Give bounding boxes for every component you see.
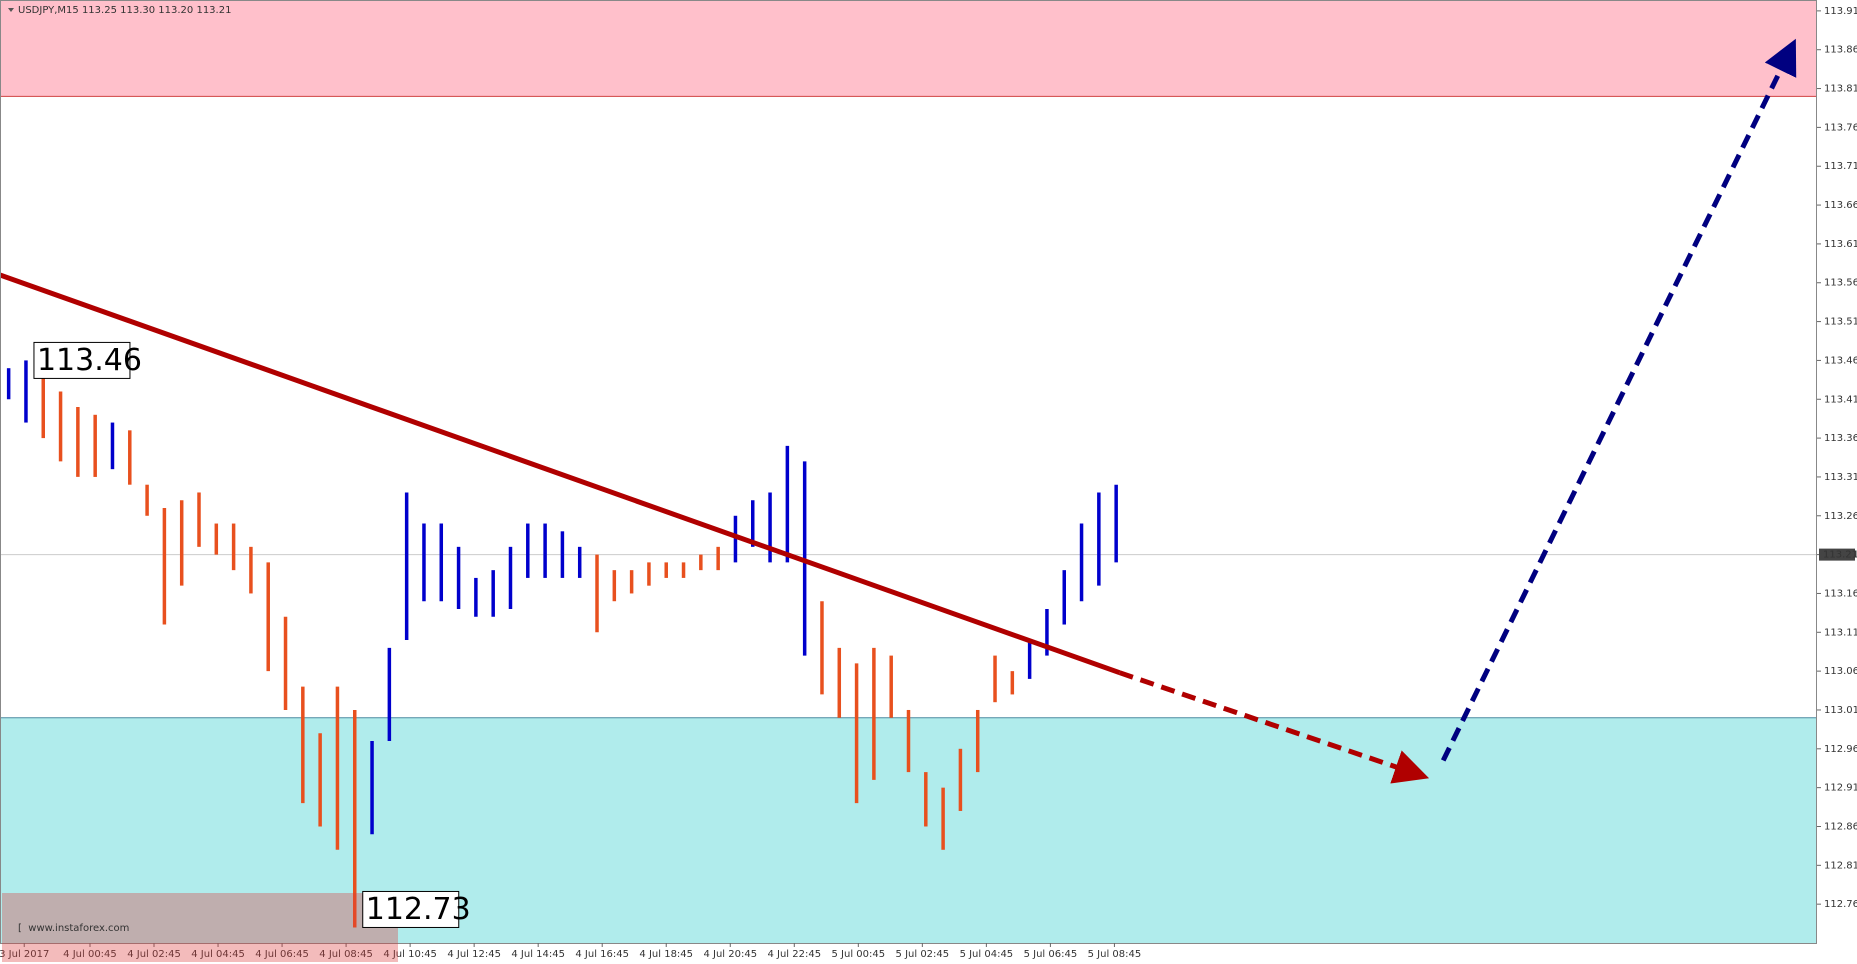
x-tick-label: 4 Jul 12:45 [447, 949, 501, 960]
x-tick-label: 5 Jul 06:45 [1024, 949, 1078, 960]
y-tick-label: 113.41 [1824, 394, 1857, 405]
x-tick-label: 4 Jul 08:45 [319, 949, 373, 960]
y-tick-label: 113.26 [1824, 511, 1857, 522]
menu-triangle [8, 8, 14, 12]
x-tick-label: 4 Jul 16:45 [575, 949, 629, 960]
y-tick-label: 113.86 [1824, 45, 1857, 56]
current-price-box [1819, 548, 1855, 561]
x-tick-label: 4 Jul 14:45 [511, 949, 565, 960]
y-tick-label: 113.31 [1824, 472, 1857, 483]
y-tick-label: 112.91 [1824, 783, 1857, 794]
watermark: [ www.instaforex.com [18, 923, 129, 934]
y-tick-label: 112.81 [1824, 860, 1857, 871]
x-tick-label: 4 Jul 18:45 [639, 949, 693, 960]
x-tick-label: 5 Jul 00:45 [832, 949, 886, 960]
x-tick-label: 4 Jul 02:45 [127, 949, 181, 960]
forecast-arrow [1440, 38, 1797, 762]
trend-line [0, 272, 1121, 676]
price-annotation-box [362, 890, 460, 928]
x-tick-label: 5 Jul 04:45 [960, 949, 1014, 960]
price-annotation-box [33, 341, 131, 379]
current-price-label: 113.21 [1823, 550, 1857, 561]
y-tick-label: 113.81 [1824, 84, 1857, 95]
y-tick-label: 113.36 [1824, 433, 1857, 444]
x-tick-label: 5 Jul 02:45 [896, 949, 950, 960]
y-tick-label: 113.06 [1824, 666, 1857, 677]
y-tick-label: 113.91 [1824, 6, 1857, 17]
y-tick-label: 113.76 [1824, 122, 1857, 133]
x-tick-label: 4 Jul 20:45 [703, 949, 757, 960]
y-tick-label: 112.76 [1824, 899, 1857, 910]
y-tick-label: 112.86 [1824, 821, 1857, 832]
chart-title: USDJPY,M15 113.25 113.30 113.20 113.21 [18, 5, 231, 16]
x-tick-label: 4 Jul 04:45 [191, 949, 245, 960]
y-tick-label: 112.96 [1824, 744, 1857, 755]
resistance-zone [0, 0, 1817, 97]
x-tick-label: 5 Jul 08:45 [1088, 949, 1142, 960]
price-annotation: 113.46 [37, 343, 142, 378]
y-tick-label: 113.66 [1824, 200, 1857, 211]
y-tick-label: 113.71 [1824, 161, 1857, 172]
price-annotation: 112.73 [366, 892, 471, 927]
y-tick-label: 113.61 [1824, 239, 1857, 250]
y-tick-label: 113.11 [1824, 627, 1857, 638]
x-tick-label: 3 Jul 2017 [0, 949, 49, 960]
x-tick-label: 4 Jul 10:45 [383, 949, 437, 960]
y-tick-label: 113.46 [1824, 355, 1857, 366]
trend-forecast-arrow [1118, 670, 1430, 784]
x-tick-label: 4 Jul 00:45 [63, 949, 117, 960]
y-tick-label: 113.56 [1824, 278, 1857, 289]
watermark-box [2, 893, 398, 962]
x-tick-label: 4 Jul 22:45 [767, 949, 821, 960]
y-tick-label: 113.01 [1824, 705, 1857, 716]
y-tick-label: 113.51 [1824, 317, 1857, 328]
y-tick-label: 113.16 [1824, 588, 1857, 599]
plot-frame [0, 0, 1817, 944]
x-tick-label: 4 Jul 06:45 [255, 949, 309, 960]
